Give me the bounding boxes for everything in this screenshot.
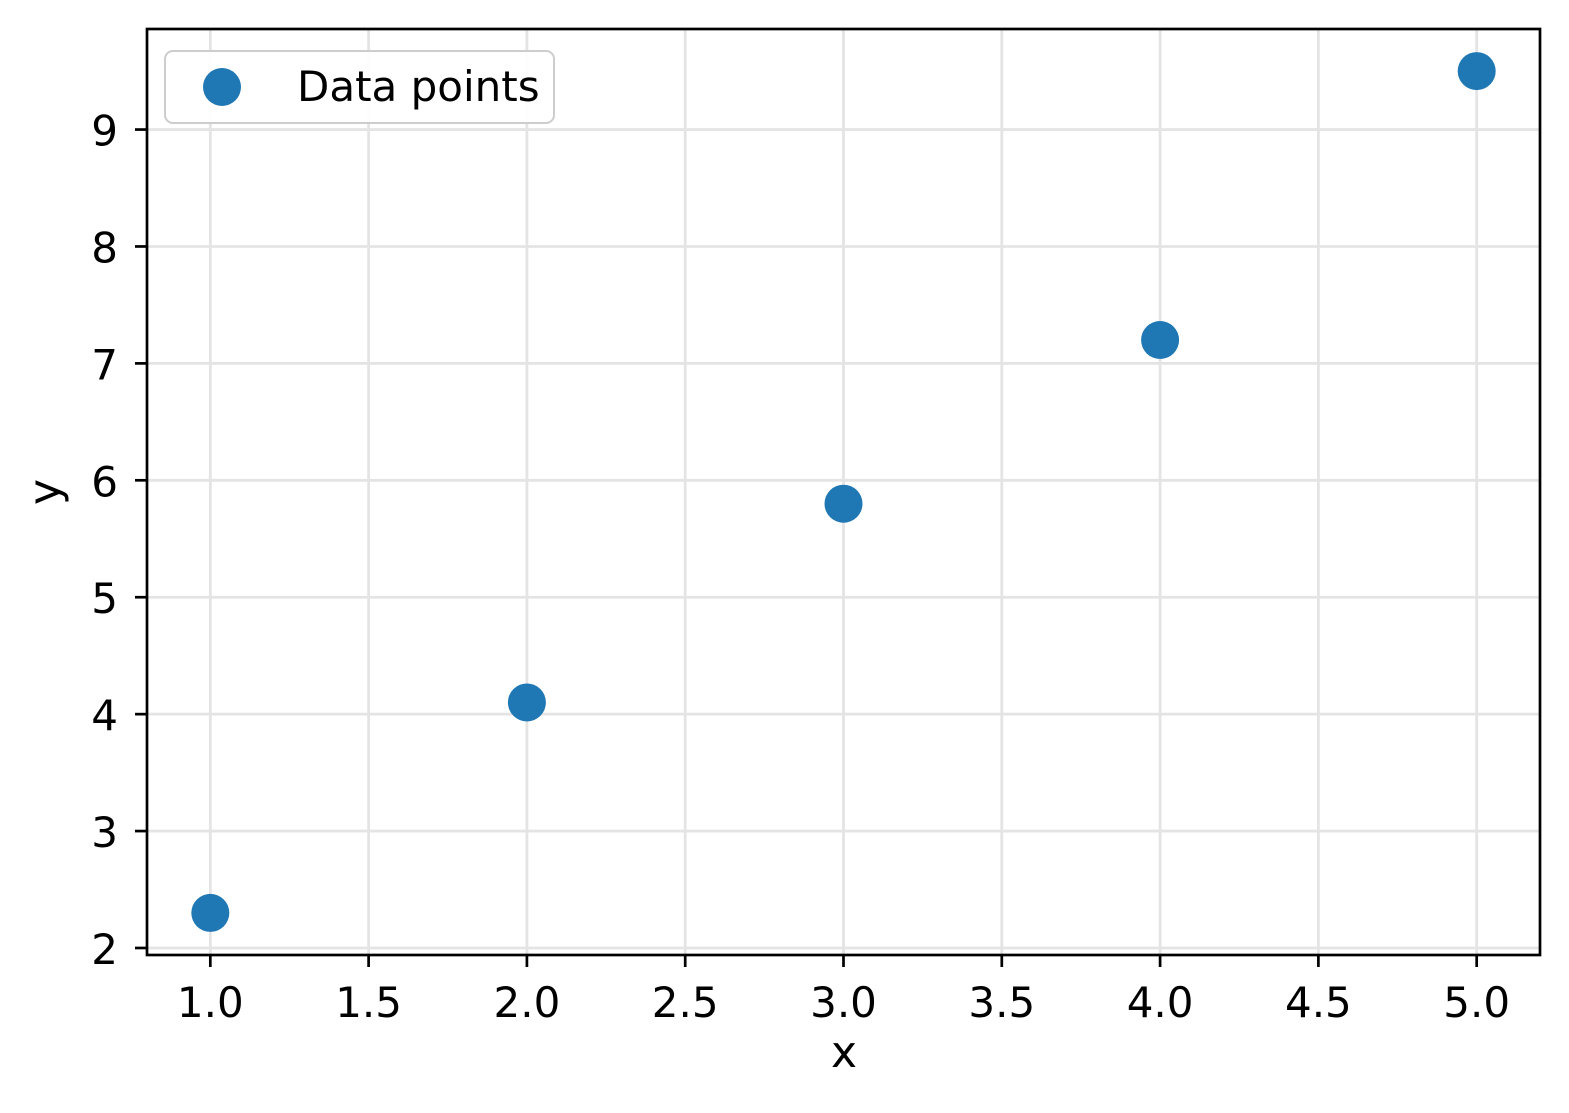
x-axis-title: x bbox=[830, 1027, 858, 1078]
y-tick-label: 5 bbox=[91, 574, 118, 623]
y-tick-label: 9 bbox=[91, 107, 118, 156]
x-tick-label: 1.5 bbox=[335, 978, 402, 1027]
data-point bbox=[1457, 52, 1496, 91]
legend: Data points bbox=[164, 50, 555, 124]
x-tick-label: 2.5 bbox=[652, 978, 719, 1027]
data-point bbox=[1141, 321, 1180, 360]
y-tick-label: 8 bbox=[91, 223, 118, 272]
y-tick-label: 2 bbox=[91, 925, 118, 974]
data-point bbox=[507, 683, 546, 722]
y-tick-label: 7 bbox=[91, 340, 118, 389]
y-tick-label: 4 bbox=[91, 691, 118, 740]
x-tick-label: 3.0 bbox=[810, 978, 877, 1027]
y-axis-title: y bbox=[19, 478, 71, 506]
y-tick-label: 3 bbox=[91, 808, 118, 857]
legend-label: Data points bbox=[297, 62, 540, 111]
x-tick-label: 4.0 bbox=[1127, 978, 1194, 1027]
data-point bbox=[191, 893, 230, 932]
x-tick-label: 2.0 bbox=[494, 978, 561, 1027]
x-tick-label: 3.5 bbox=[968, 978, 1035, 1027]
data-point bbox=[824, 484, 863, 523]
x-tick-label: 1.0 bbox=[177, 978, 244, 1027]
x-tick-label: 4.5 bbox=[1285, 978, 1352, 1027]
y-tick-label: 6 bbox=[91, 457, 118, 506]
x-tick-label: 5.0 bbox=[1443, 978, 1510, 1027]
legend-marker-icon bbox=[203, 68, 241, 106]
